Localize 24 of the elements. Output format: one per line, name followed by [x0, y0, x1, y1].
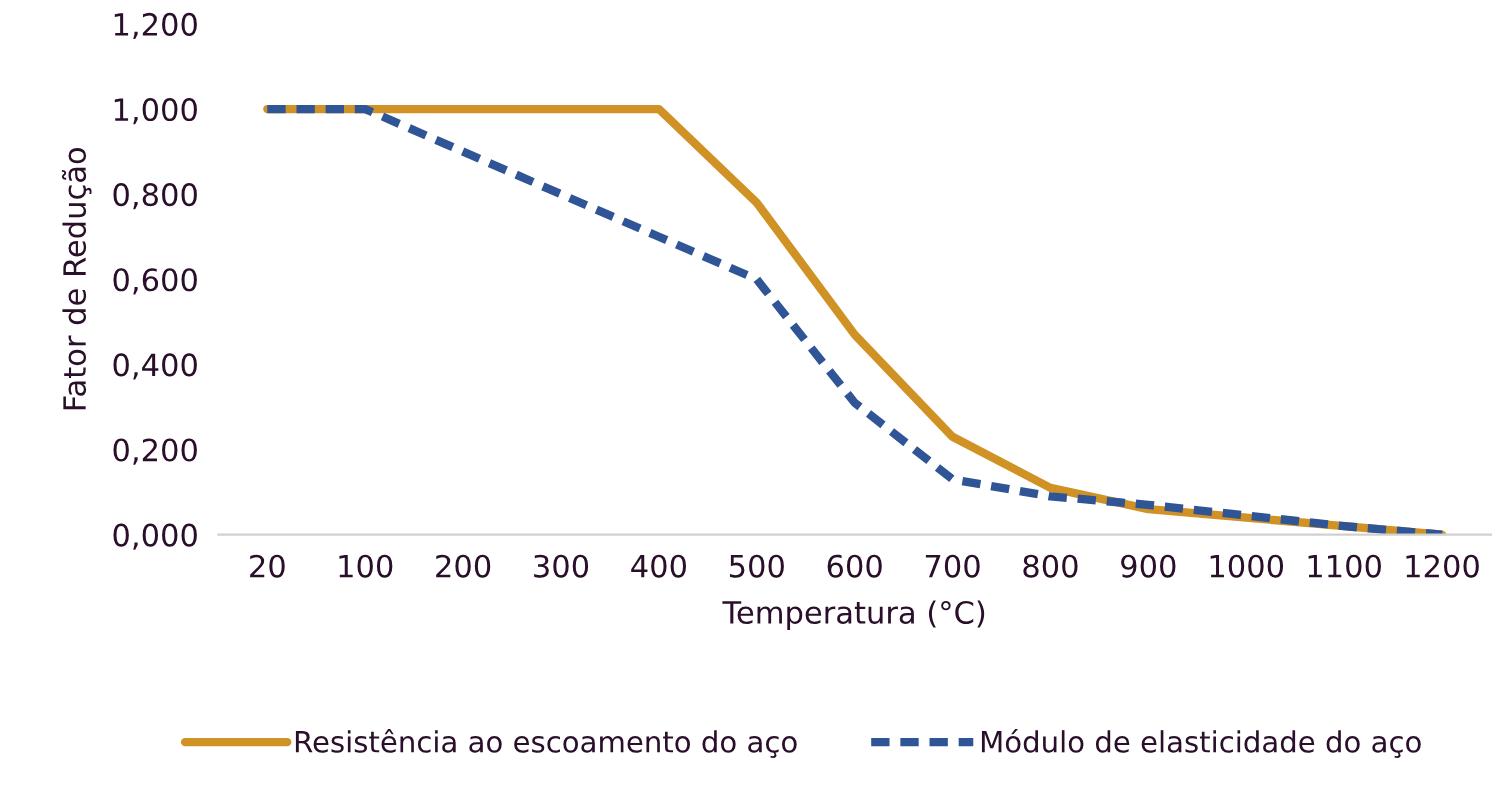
legend-label: Módulo de elasticidade do aço [981, 729, 1421, 758]
y-tick-label: 1,000 [114, 97, 197, 125]
x-tick-label: 400 [631, 554, 687, 578]
x-tick-label: 20 [250, 554, 285, 578]
y-tick-label: 0,800 [113, 183, 197, 210]
x-tick-label: 100 [339, 554, 393, 578]
x-axis-title: Temperatura (°C) [722, 600, 985, 630]
legend-label: Resistência ao escoamento do aço [295, 729, 797, 758]
x-tick-label: 900 [1121, 554, 1176, 578]
y-tick-label: 0,200 [113, 438, 197, 465]
y-tick-label: 0,400 [113, 353, 197, 380]
x-tick-label: 600 [827, 554, 882, 578]
x-tick-label: 700 [925, 554, 980, 578]
y-tick-label: 0,600 [113, 268, 197, 295]
y-tick-label: 1,200 [114, 12, 197, 40]
x-tick-label: 1200 [1406, 554, 1479, 578]
y-tick-label: 0,000 [113, 523, 197, 550]
x-tick-label: 800 [1023, 554, 1078, 578]
x-tick-label: 300 [534, 554, 589, 578]
y-axis-title: Fator de Redução [61, 147, 92, 410]
x-tick-label: 200 [436, 554, 491, 578]
x-tick-label: 1000 [1210, 554, 1284, 578]
x-tick-label: 1100 [1308, 554, 1381, 578]
x-tick-label: 500 [729, 554, 784, 578]
